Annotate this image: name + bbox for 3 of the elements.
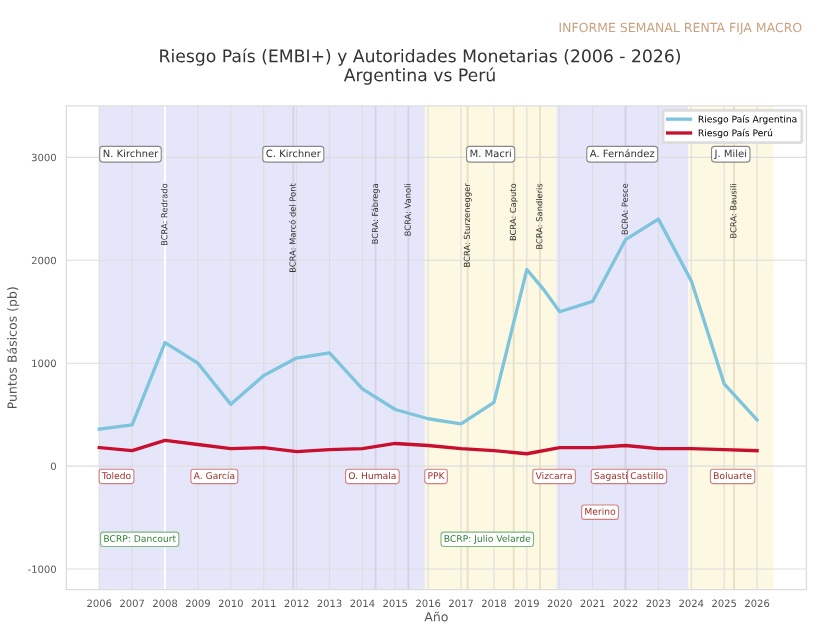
line-series — [97, 438, 759, 456]
chart-subtitle: Argentina vs Perú — [343, 67, 495, 85]
chart-title: Riesgo País (EMBI+) y Autoridades Monetarias (2006 - 2026) — [160, 48, 680, 66]
